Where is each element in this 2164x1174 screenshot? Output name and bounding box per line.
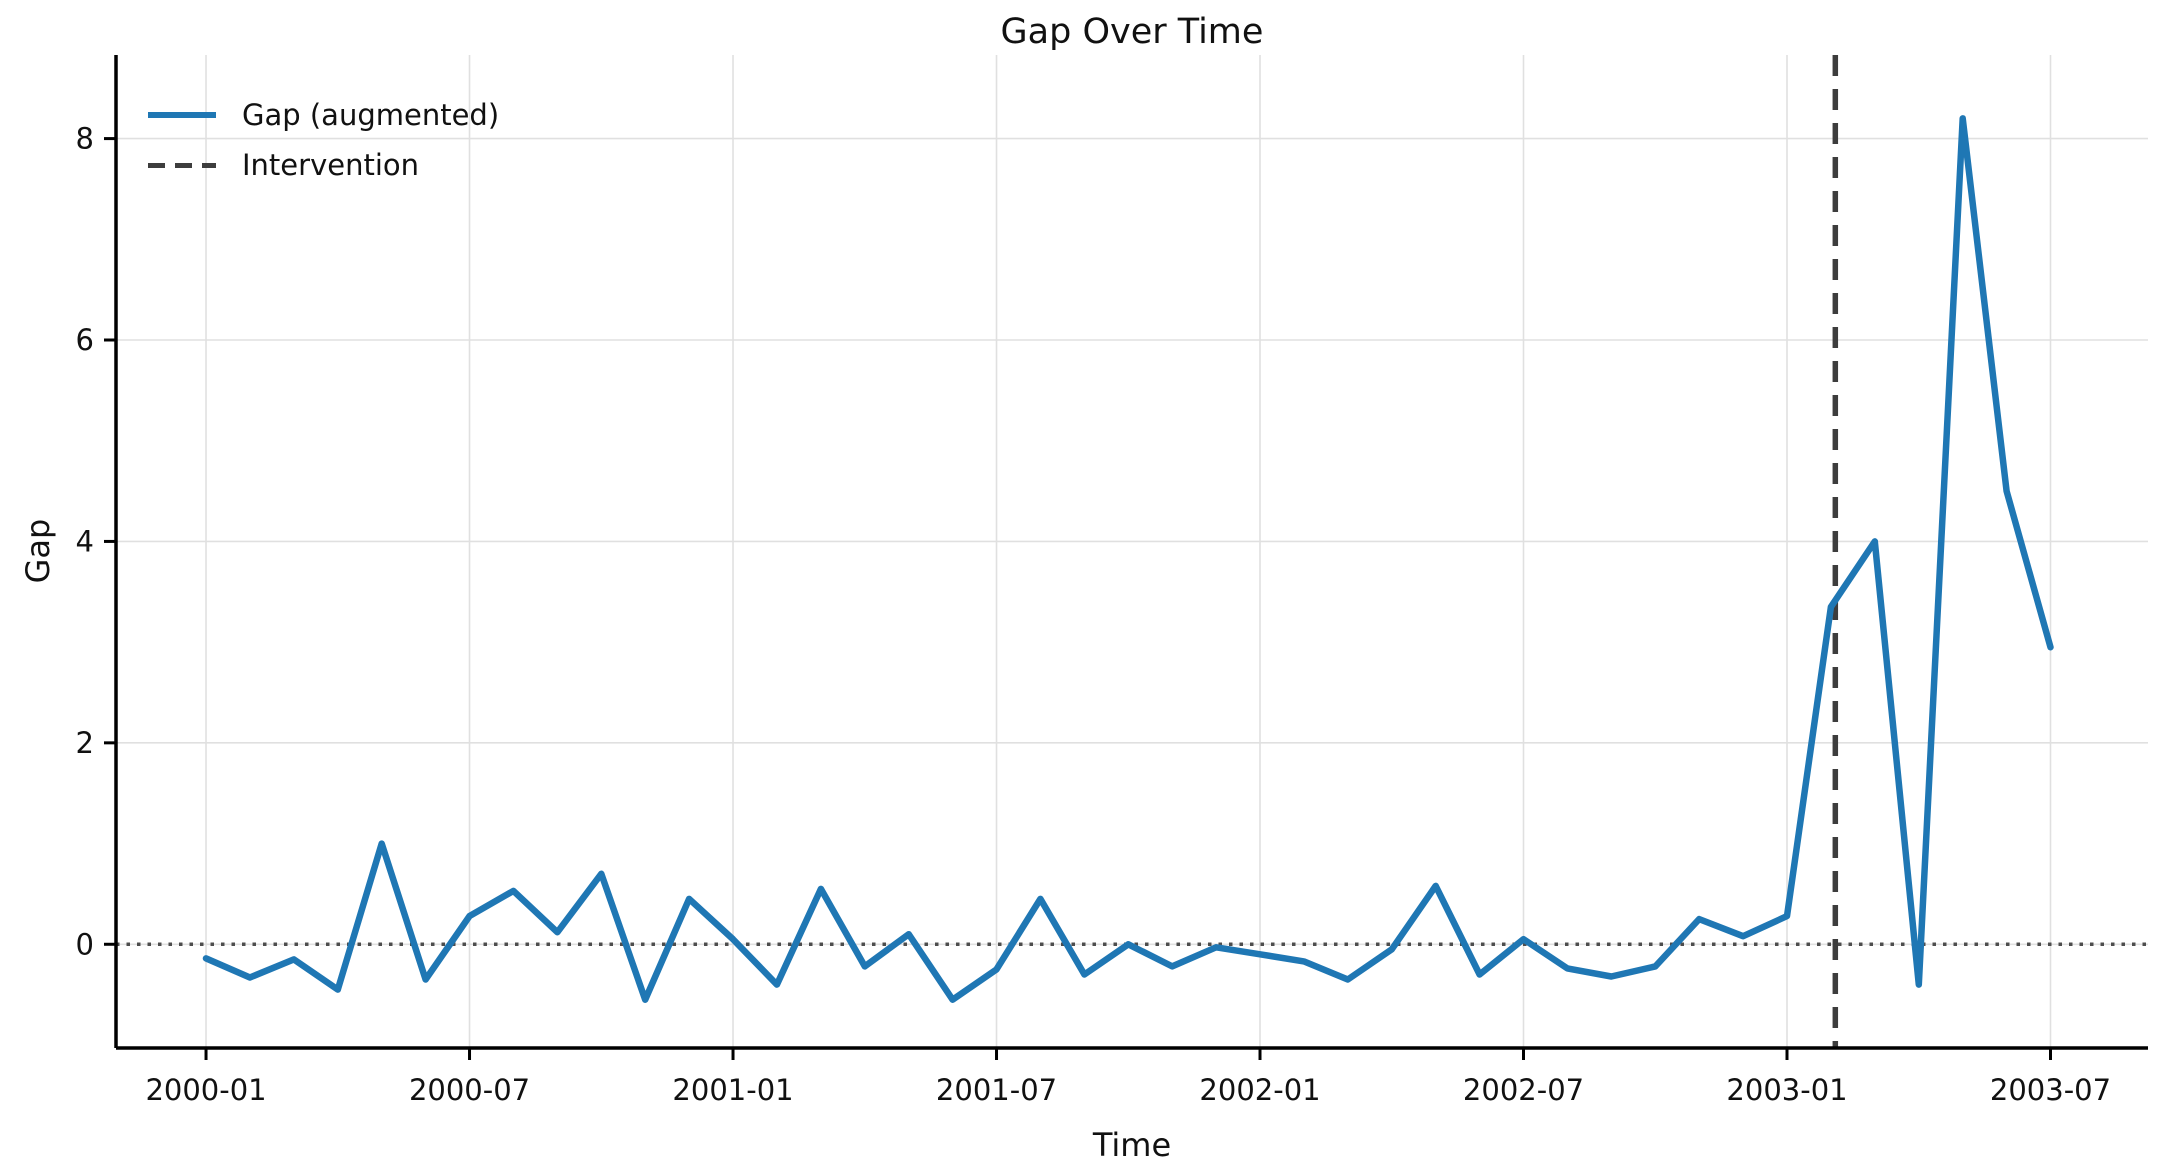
x-tick-label-2003-07: 2003-07 (1990, 1073, 2111, 1107)
y-tick-label-2: 2 (76, 726, 94, 760)
legend-label-gap: Gap (augmented) (242, 98, 500, 132)
x-axis-title: Time (1092, 1126, 1172, 1164)
legend-item-intervention: Intervention (148, 148, 499, 182)
legend-label-intervention: Intervention (242, 148, 420, 182)
chart-title: Gap Over Time (1000, 12, 1264, 52)
x-tick-label-2001-07: 2001-07 (936, 1073, 1057, 1107)
x-tick-label-2001-01: 2001-01 (672, 1073, 793, 1107)
legend: Gap (augmented) Intervention (148, 98, 499, 182)
y-tick-label-8: 8 (76, 122, 94, 156)
x-tick-label-2003-01: 2003-01 (1726, 1073, 1847, 1107)
x-tick-label-2000-07: 2000-07 (409, 1073, 530, 1107)
y-tick-label-0: 0 (76, 927, 94, 961)
solid-line-icon (148, 112, 216, 118)
x-tick-label-2002-01: 2002-01 (1199, 1073, 1320, 1107)
x-tick-label-2002-07: 2002-07 (1463, 1073, 1584, 1107)
dashed-line-icon (148, 162, 216, 168)
x-tick-label-2000-01: 2000-01 (145, 1073, 266, 1107)
gap-line (202, 115, 2054, 1003)
y-tick-label-4: 4 (76, 524, 94, 558)
y-axis-title: Gap (19, 518, 57, 584)
legend-item-gap: Gap (augmented) (148, 98, 499, 132)
y-tick-label-6: 6 (76, 323, 94, 357)
